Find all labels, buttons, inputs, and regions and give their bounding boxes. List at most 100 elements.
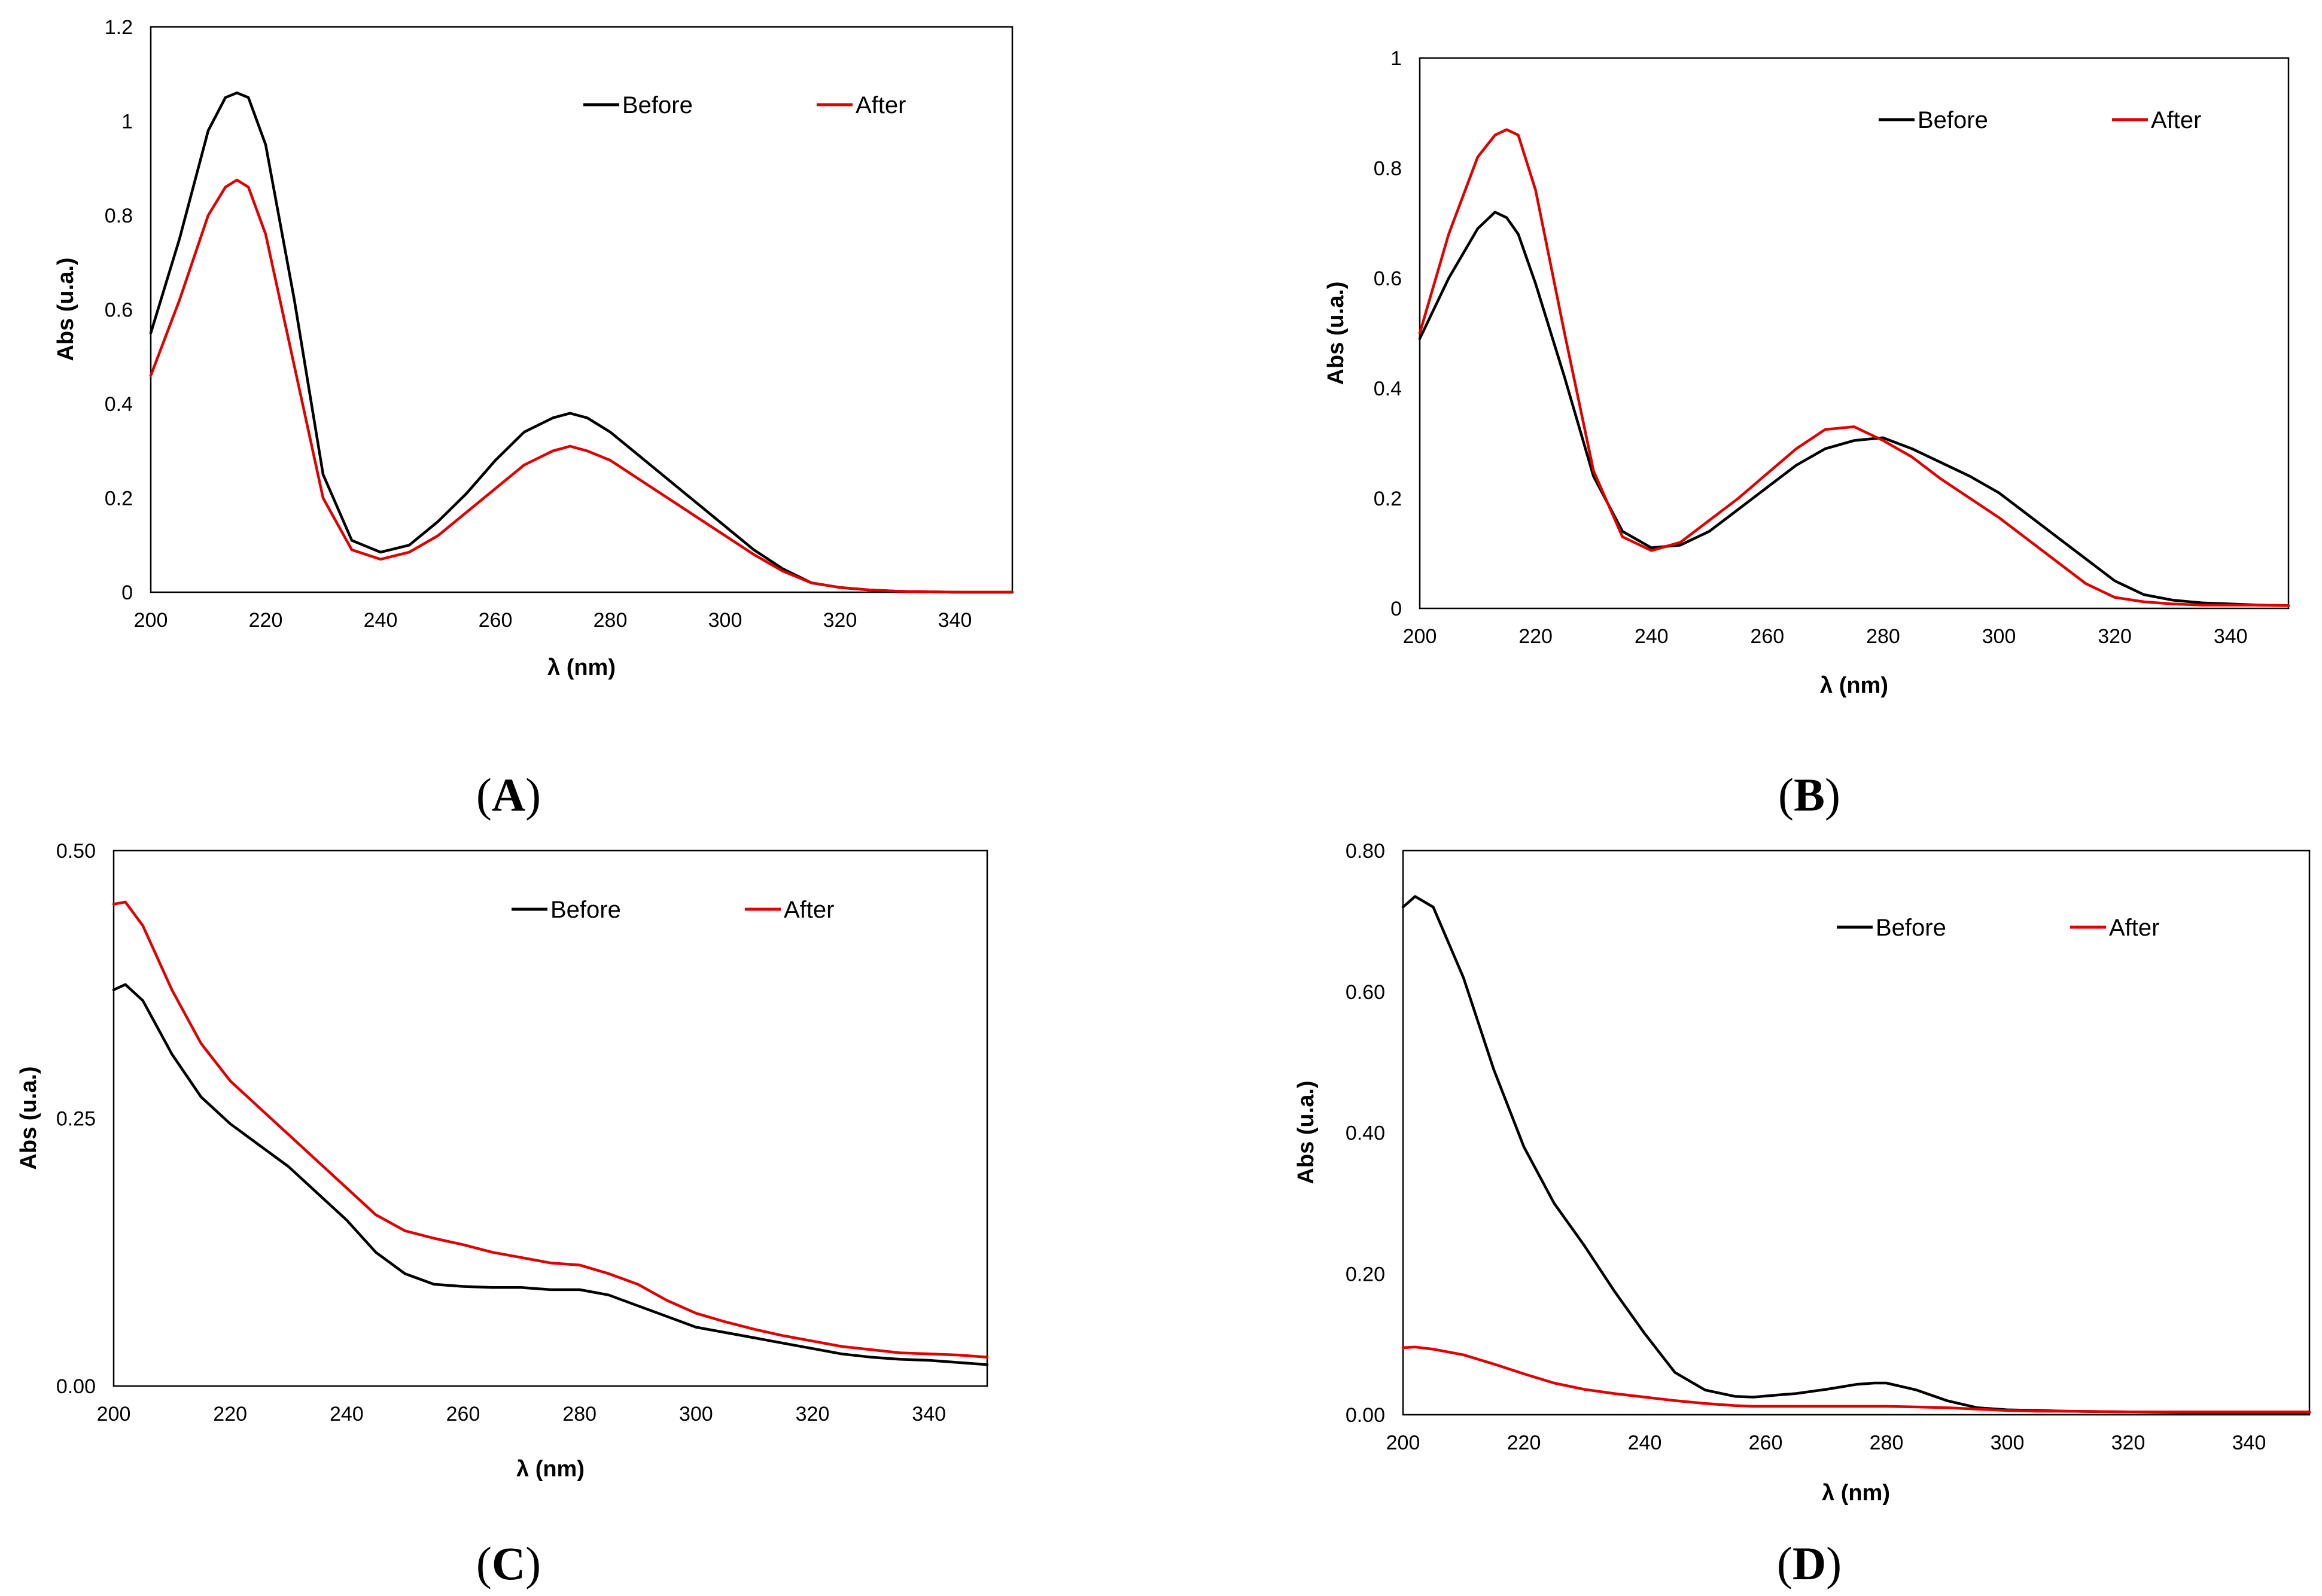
series-line-after	[1401, 1345, 2311, 1414]
x-tick-label: 240	[330, 1403, 364, 1426]
legend-label-after: After	[784, 897, 834, 923]
y-tick-label: 0.4	[1374, 377, 1402, 400]
y-tick-label: 0.2	[1374, 488, 1402, 510]
x-tick-label: 260	[1750, 625, 1784, 648]
panel-c: 200 220 240 260 280 300 320 340 0.00 0.25 0.50 Bef…	[16, 840, 989, 1589]
panel-letter: A	[492, 769, 525, 821]
y-tick-label: 0.8	[1374, 157, 1402, 180]
panel-b: 200 220 240 260 280 300 320 340 0 0.2 0.4 0.6 0.8 1 B…	[1323, 47, 2290, 821]
x-tick-label: 220	[1507, 1431, 1541, 1454]
y-tick-label: 0.20	[1346, 1263, 1385, 1286]
x-tick-label: 220	[1518, 625, 1553, 648]
x-tick-label: 340	[2232, 1431, 2266, 1454]
x-tick-label: 300	[1982, 625, 2016, 648]
legend-label-after: After	[856, 92, 906, 118]
y-tick-label: 0.25	[56, 1108, 96, 1131]
panel-d: 200 220 240 260 280 300 320 340 0.00 0.20 0.40 0.60…	[1294, 840, 2311, 1589]
x-tick-label: 240	[364, 609, 398, 632]
y-tick-label: 1.2	[105, 16, 133, 39]
x-tick-label: 200	[97, 1403, 131, 1426]
x-tick-label: 300	[708, 609, 742, 632]
x-tick-label: 300	[1991, 1431, 2025, 1454]
y-tick-label: 1	[121, 111, 133, 133]
tick-labels: 200 220 240 260 280 300 320 340 0 0.2 0.4 0.6 0.8 1	[1374, 47, 2248, 648]
y-tick-label: 0.2	[105, 488, 133, 510]
plot-area-frame	[112, 849, 988, 1387]
series-line-before	[1401, 895, 2311, 1414]
panel-label: (D)	[1777, 1537, 1842, 1589]
y-tick-label: 0.60	[1346, 981, 1385, 1004]
x-axis-title: λ (nm)	[1820, 673, 1888, 698]
legend-label-before: Before	[622, 92, 693, 118]
series-line-after	[149, 178, 1014, 594]
series-line-after	[1418, 128, 2290, 607]
panel-letter: C	[492, 1537, 525, 1589]
x-tick-label: 200	[134, 609, 168, 632]
y-tick-label: 0	[121, 581, 133, 604]
legend: Before After	[1879, 107, 2201, 133]
series-lines	[149, 91, 1014, 594]
x-tick-label: 340	[2214, 625, 2248, 648]
y-axis-title: Abs (u.a.)	[16, 1066, 41, 1169]
series-lines	[1418, 128, 2290, 607]
x-tick-label: 200	[1403, 625, 1437, 648]
series-line-before	[112, 983, 989, 1366]
y-axis-title: Abs (u.a.)	[53, 257, 78, 361]
panel-label: (C)	[476, 1537, 541, 1589]
x-tick-label: 260	[479, 609, 513, 632]
x-tick-label: 200	[1386, 1431, 1420, 1454]
y-tick-label: 0	[1390, 598, 1402, 620]
plot-area-frame	[1402, 849, 2311, 1416]
panel-a: 200 220 240 260 280 300 320 340 0 0.2 0.4 0.6 0.8 1 1.…	[53, 16, 1014, 821]
legend-label-after: After	[2151, 107, 2201, 133]
x-tick-label: 220	[213, 1403, 247, 1426]
x-tick-label: 260	[1749, 1431, 1783, 1454]
tick-labels: 200 220 240 260 280 300 320 340 0 0.2 0.4 0.6 0.8 1 1.…	[105, 16, 972, 632]
y-tick-label: 1	[1390, 47, 1402, 70]
legend: Before After	[512, 897, 834, 923]
series-lines	[112, 900, 989, 1366]
y-tick-label: 0.40	[1346, 1122, 1385, 1145]
panel-label: (B)	[1778, 769, 1840, 821]
legend-label-before: Before	[1876, 915, 1946, 941]
y-tick-label: 0.8	[105, 205, 133, 227]
y-tick-label: 0.6	[105, 299, 133, 322]
x-tick-label: 260	[446, 1403, 480, 1426]
x-axis-title: λ (nm)	[1822, 1481, 1890, 1506]
y-axis-title: Abs (u.a.)	[1323, 281, 1349, 385]
legend-label-before: Before	[550, 897, 621, 923]
x-tick-label: 320	[2098, 625, 2132, 648]
legend: Before After	[1837, 915, 2159, 941]
x-tick-label: 320	[796, 1403, 830, 1426]
series-line-after	[112, 900, 989, 1359]
panel-letter: D	[1793, 1537, 1826, 1589]
tick-labels: 200 220 240 260 280 300 320 340 0.00 0.25 0.50	[56, 840, 946, 1426]
x-axis-title: λ (nm)	[547, 655, 616, 680]
legend-label-before: Before	[1918, 107, 1988, 133]
panel-letter: B	[1794, 769, 1825, 821]
x-tick-label: 280	[562, 1403, 597, 1426]
x-tick-label: 320	[2111, 1431, 2146, 1454]
x-tick-label: 240	[1628, 1431, 1662, 1454]
x-tick-label: 320	[823, 609, 857, 632]
x-tick-label: 220	[249, 609, 283, 632]
x-tick-label: 280	[1866, 625, 1900, 648]
panel-label: (A)	[476, 769, 541, 821]
x-tick-label: 280	[594, 609, 628, 632]
series-lines	[1401, 895, 2311, 1414]
y-tick-label: 0.00	[56, 1375, 96, 1398]
legend: Before After	[583, 92, 906, 118]
x-tick-label: 340	[938, 609, 972, 632]
y-axis-title: Abs (u.a.)	[1294, 1080, 1319, 1184]
plot-area-frame	[150, 26, 1014, 593]
tick-labels: 200 220 240 260 280 300 320 340 0.00 0.20 0.40 0.60…	[1346, 840, 2266, 1454]
y-tick-label: 0.50	[56, 840, 96, 863]
legend-label-after: After	[2109, 915, 2159, 941]
x-tick-label: 280	[1870, 1431, 1904, 1454]
x-tick-label: 240	[1635, 625, 1669, 648]
x-axis-title: λ (nm)	[516, 1457, 585, 1482]
series-line-before	[149, 91, 1014, 594]
x-tick-label: 300	[679, 1403, 713, 1426]
y-tick-label: 0.00	[1346, 1404, 1385, 1427]
